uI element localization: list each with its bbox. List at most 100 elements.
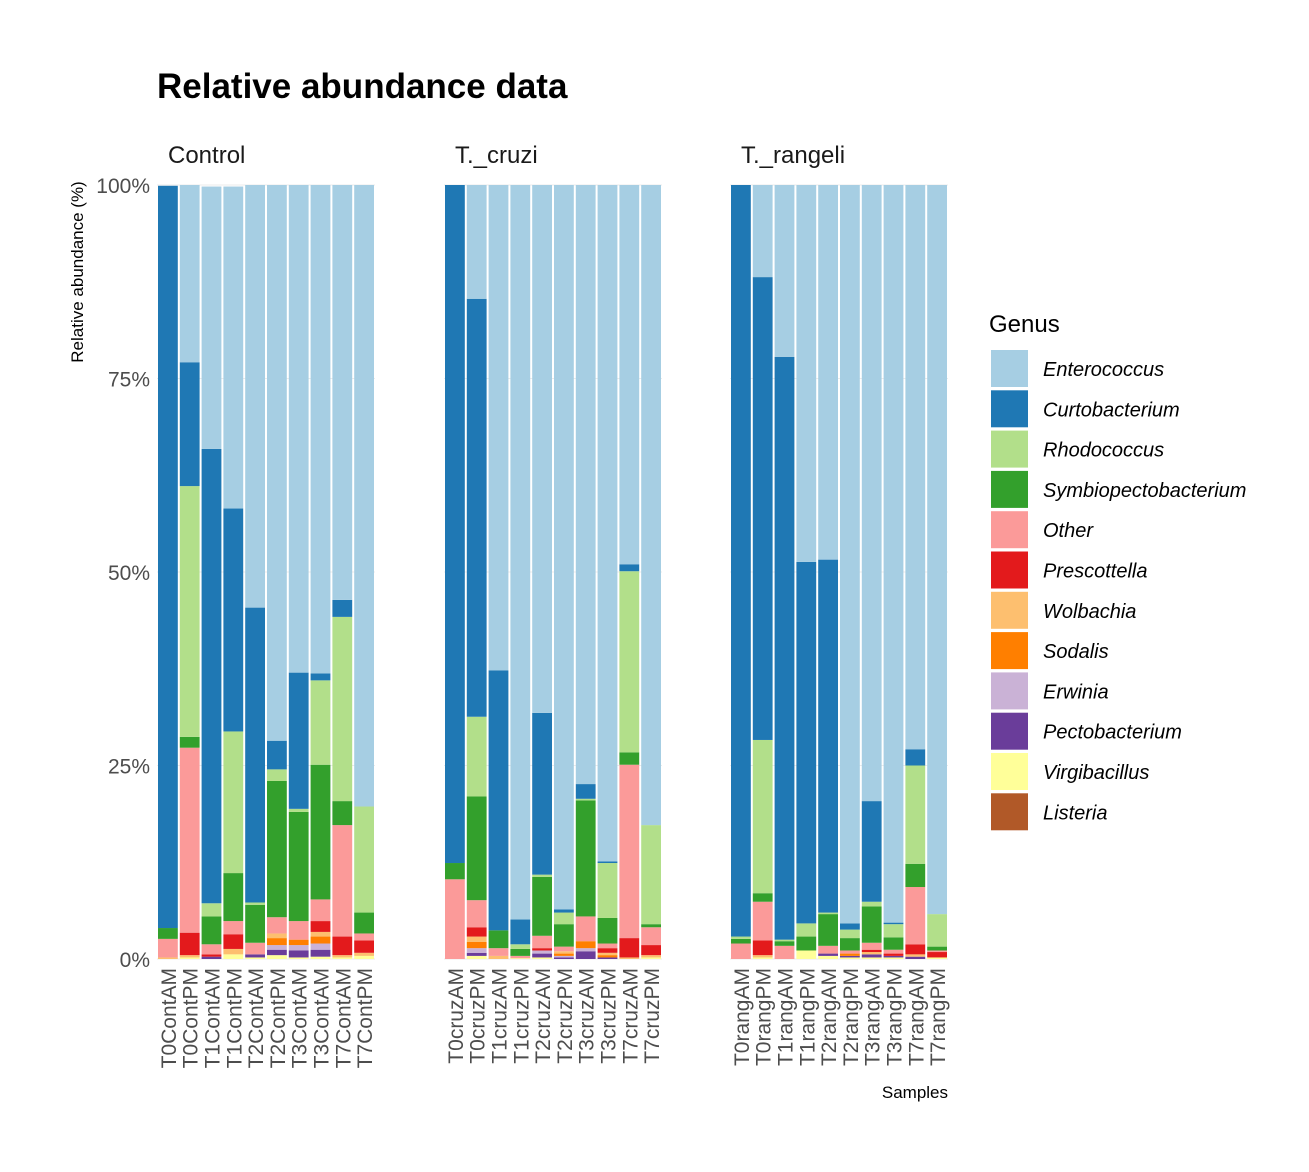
bar-segment-Other <box>905 887 926 945</box>
legend-swatch <box>991 712 1028 750</box>
legend-item-Other: Other <box>991 511 1094 549</box>
legend-label: Listeria <box>1043 802 1107 824</box>
bar-segment-Erwinia <box>554 955 574 958</box>
legend-swatch <box>991 591 1028 629</box>
bar-segment-Rhodococcus <box>927 914 947 947</box>
bar-segment-Other <box>532 935 552 949</box>
x-tick-label: T7cruzPM <box>641 968 664 1064</box>
bar-segment-Symbiopectobacterium <box>597 917 618 944</box>
legend-swatch <box>991 350 1028 387</box>
bar-T3cruzPM <box>597 185 618 959</box>
bar-segment-Wolbachia <box>641 955 661 958</box>
bar-segment-Pectobacterium <box>310 949 331 957</box>
bar-segment-Symbiopectobacterium <box>861 906 882 943</box>
bar-segment-Prescottella <box>223 934 244 949</box>
legend-label: Curtobacterium <box>1043 399 1180 421</box>
bar-segment-Other <box>488 948 509 956</box>
bar-segment-Virgibacillus <box>332 957 353 959</box>
y-tick-label: 75% <box>108 369 150 392</box>
x-tick-label: T0cruzAM <box>445 968 468 1064</box>
x-tick-label: T2cruzPM <box>554 968 577 1064</box>
bar-segment-Rhodococcus <box>532 874 552 877</box>
bar-segment-Enterococcus <box>752 185 773 278</box>
legend-label: Enterococcus <box>1043 359 1164 381</box>
facet-panels: ControlT0ContAMT0ContPMT1ContAMT1ContPMT… <box>157 142 950 1068</box>
bar-segment-Sodalis <box>288 939 309 946</box>
bar-segment-Rhodococcus <box>245 902 265 905</box>
bar-segment-Curtobacterium <box>575 784 596 799</box>
bar-segment-Wolbachia <box>597 952 618 956</box>
bar-segment-Curtobacterium <box>905 749 926 766</box>
bar-T2cruzAM <box>532 185 552 959</box>
bar-segment-Prescottella <box>332 936 353 956</box>
bar-segment-Curtobacterium <box>288 672 309 809</box>
x-axis-label: Samples <box>882 1083 948 1102</box>
bar-T7rangPM <box>927 185 947 959</box>
bar-segment-Other <box>597 943 618 949</box>
bar-segment-Rhodococcus <box>731 936 751 939</box>
bar-segment-Other <box>201 944 222 955</box>
bar-T1ContPM <box>223 186 244 959</box>
bar-segment-Rhodococcus <box>466 716 487 797</box>
facet-title: Control <box>168 142 245 169</box>
bar-segment-Prescottella <box>861 949 882 953</box>
bar-segment-Other <box>883 949 904 954</box>
bar-segment-Curtobacterium <box>488 670 509 931</box>
bar-segment-Other <box>179 747 200 933</box>
bar-T1rangAM <box>774 185 795 959</box>
bar-T2ContPM <box>267 185 287 959</box>
bar-segment-Prescottella <box>641 945 661 956</box>
bar-segment-Prescottella <box>619 938 640 958</box>
bar-segment-Virgibacillus <box>752 957 773 959</box>
legend-title: Genus <box>989 311 1060 338</box>
bar-segment-Curtobacterium <box>445 185 465 864</box>
legend-item-Curtobacterium: Curtobacterium <box>991 390 1180 428</box>
bar-segment-Pectobacterium <box>597 957 618 959</box>
bar-segment-Other <box>223 921 244 935</box>
bar-segment-Virgibacillus <box>641 957 661 959</box>
bar-segment-Enterococcus <box>554 185 574 910</box>
legend-item-Pectobacterium: Pectobacterium <box>991 712 1182 750</box>
legend-label: Virgibacillus <box>1043 762 1149 784</box>
bar-segment-Pectobacterium <box>267 949 287 956</box>
bar-segment-Curtobacterium <box>619 564 640 572</box>
bar-segment-Erwinia <box>575 948 596 952</box>
bar-segment-Symbiopectobacterium <box>774 941 795 946</box>
bar-segment-Pectobacterium <box>288 950 309 958</box>
bar-segment-Enterococcus <box>466 185 487 299</box>
bar-segment-Prescottella <box>883 953 904 956</box>
bar-segment-Symbiopectobacterium <box>354 912 374 934</box>
y-axis: 0% 25% 50% 75% 100% <box>96 175 150 972</box>
bar-segment-Other <box>332 825 353 937</box>
bar-segment-Erwinia <box>532 950 552 954</box>
bar-segment-Enterococcus <box>223 186 244 509</box>
bar-T7ContAM <box>332 185 353 959</box>
x-tick-label: T7cruzAM <box>619 968 642 1064</box>
bar-segment-Pectobacterium <box>840 955 860 958</box>
bar-segment-Symbiopectobacterium <box>619 752 640 765</box>
bar-segment-Rhodococcus <box>223 731 244 874</box>
x-tick-label: T2ContAM <box>245 968 268 1068</box>
bar-segment-Virgibacillus <box>510 958 531 959</box>
legend-swatch <box>991 632 1028 670</box>
bar-segment-Curtobacterium <box>796 561 817 924</box>
x-tick-label: T3rangPM <box>884 968 907 1066</box>
bar-segment-Symbiopectobacterium <box>288 811 309 922</box>
legend-item-Prescottella: Prescottella <box>991 551 1148 589</box>
bar-T3cruzAM <box>575 185 596 959</box>
bar-segment-Enterococcus <box>619 185 640 565</box>
x-tick-label: T1cruzPM <box>510 968 533 1064</box>
x-tick-label: T0ContPM <box>180 968 203 1068</box>
bar-segment-Prescottella <box>201 954 222 957</box>
bar-segment-Virgibacillus <box>818 955 838 959</box>
bar-segment-Erwinia <box>310 943 331 950</box>
bar-segment-Rhodococcus <box>354 806 374 913</box>
bar-segment-Virgibacillus <box>354 955 374 959</box>
legend-swatch <box>991 793 1028 831</box>
bar-segment-Pectobacterium <box>201 956 222 959</box>
legend-label: Other <box>1043 520 1094 542</box>
bar-segment-Other <box>245 942 265 955</box>
bar-segment-Other <box>158 938 178 958</box>
bar-segment-Curtobacterium <box>510 919 531 945</box>
bar-segment-Symbiopectobacterium <box>554 924 574 947</box>
